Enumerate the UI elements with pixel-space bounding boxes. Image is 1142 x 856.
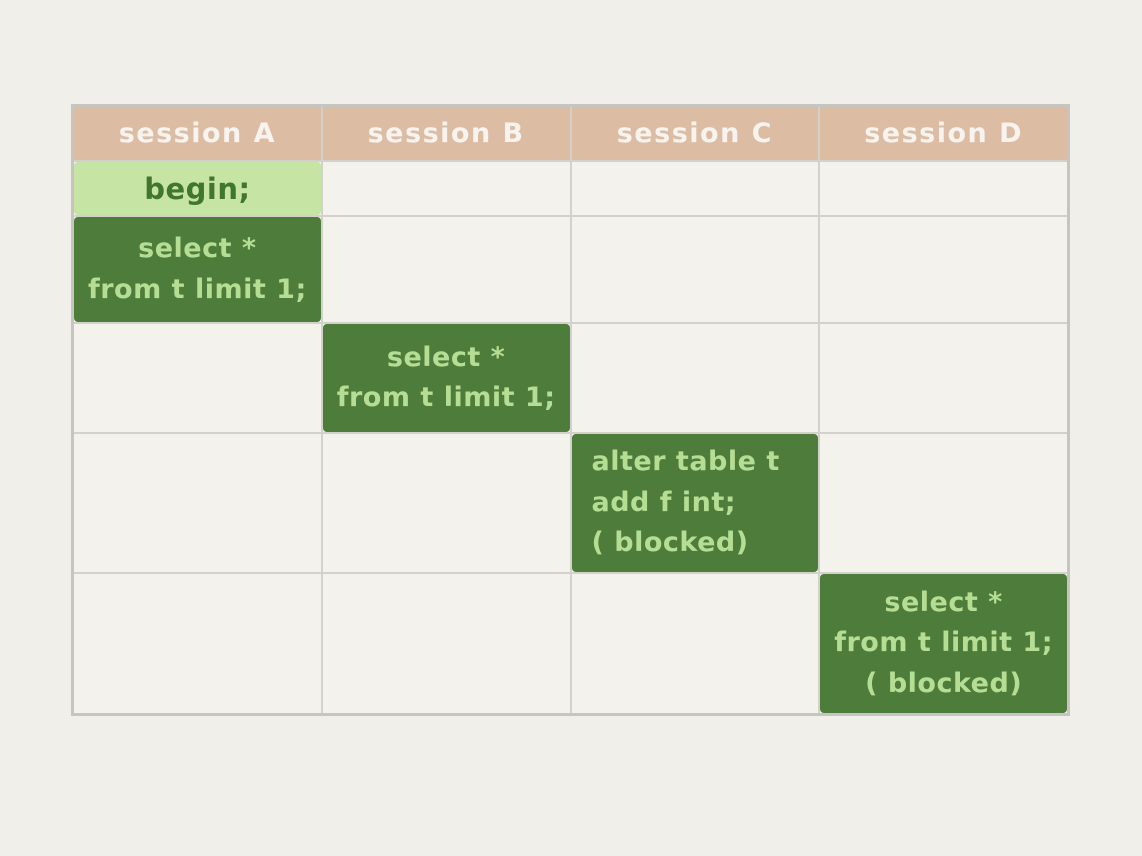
- empty-cell: [820, 217, 1067, 322]
- empty-cell: [820, 324, 1067, 432]
- empty-cell: [74, 434, 321, 572]
- empty-cell: [322, 434, 570, 572]
- statement-line: from t limit 1;: [834, 627, 1053, 659]
- empty-cell: [820, 162, 1067, 215]
- cell-row5-session-d: select * from t limit 1; ( blocked): [820, 574, 1067, 713]
- column-header-label: session C: [616, 118, 773, 149]
- empty-cell: [571, 574, 819, 713]
- cell-row4-session-c: alter table t add f int; ( blocked): [571, 434, 819, 572]
- cell-row1-session-a: begin;: [74, 162, 321, 215]
- empty-cell: [571, 217, 819, 322]
- statement-select-session-b: select * from t limit 1;: [322, 324, 570, 432]
- column-header-session-a: session A: [74, 107, 321, 160]
- column-header-session-b: session B: [322, 107, 570, 160]
- statement-line: select *: [884, 586, 1003, 618]
- cell-row3-session-b: select * from t limit 1;: [322, 324, 570, 432]
- empty-cell: [322, 574, 570, 713]
- empty-cell: [820, 434, 1067, 572]
- statement-begin-session-a: begin;: [74, 162, 321, 215]
- empty-cell: [322, 217, 570, 322]
- empty-cell: [74, 574, 321, 713]
- column-header-session-d: session D: [820, 107, 1067, 160]
- column-header-label: session D: [864, 118, 1024, 149]
- column-header-label: session B: [367, 118, 525, 149]
- column-header-session-c: session C: [571, 107, 819, 160]
- empty-cell: [322, 162, 570, 215]
- empty-cell: [571, 162, 819, 215]
- session-timeline-table: session A session B session C session D …: [71, 104, 1070, 716]
- statement-blocked-label: ( blocked): [591, 527, 749, 559]
- empty-cell: [571, 324, 819, 432]
- cell-row2-session-a: select * from t limit 1;: [74, 217, 321, 322]
- column-header-label: session A: [118, 118, 277, 149]
- statement-line: add f int;: [591, 486, 737, 518]
- statement-line: from t limit 1;: [88, 273, 307, 305]
- statement-select-session-a: select * from t limit 1;: [74, 217, 321, 322]
- empty-cell: [74, 324, 321, 432]
- statement-line: alter table t: [591, 446, 780, 478]
- statement-alter-session-c: alter table t add f int; ( blocked): [571, 434, 819, 572]
- statement-line: from t limit 1;: [336, 382, 556, 413]
- statement-line: begin;: [144, 171, 251, 206]
- statement-line: select *: [386, 341, 506, 373]
- statement-line: select *: [138, 233, 257, 264]
- statement-blocked-label: ( blocked): [865, 667, 1023, 699]
- statement-select-session-d: select * from t limit 1; ( blocked): [820, 574, 1067, 713]
